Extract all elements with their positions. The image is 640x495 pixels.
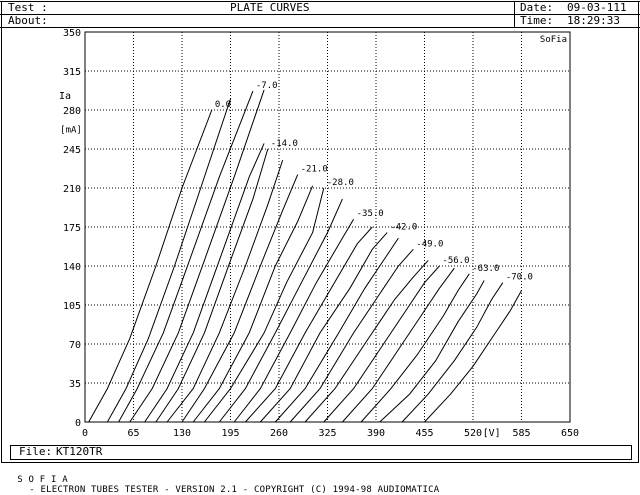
plate-curve <box>289 248 414 423</box>
header-date-divider <box>514 1 515 27</box>
frame-bottom-border <box>1 462 639 463</box>
footer: S O F I A - ELECTRON TUBES TESTER - VERS… <box>6 465 439 495</box>
plate-curve <box>379 280 485 423</box>
y-tick-label: 140 <box>63 262 81 273</box>
y-tick-label: 0 <box>75 418 81 429</box>
plate-curve <box>192 185 314 423</box>
plate-curve <box>233 218 355 423</box>
y-axis-unit: [mA] <box>60 125 82 135</box>
x-tick-label: 65 <box>127 428 139 439</box>
curve-label: -70.0 <box>506 273 533 283</box>
plot-frame <box>84 31 571 423</box>
curve-label: -28.0 <box>327 178 354 188</box>
header-left-border <box>1 1 2 27</box>
time-value: 18:29:33 <box>567 14 620 27</box>
x-tick-label: 650 <box>561 428 579 439</box>
plate-curve <box>166 159 284 423</box>
corner-label: SoFia <box>540 35 567 45</box>
x-tick-label: 195 <box>221 428 239 439</box>
plate-curve <box>144 143 265 423</box>
plate-curve <box>304 260 429 423</box>
y-tick-label: 350 <box>63 28 81 39</box>
plate-curves-chart: 0 35 70 105 140 175 210 245 280 315 350 0 65 130 195 26… <box>59 28 579 439</box>
plate-curve <box>88 109 213 423</box>
y-tick-label: 70 <box>69 340 81 351</box>
x-tick-label: 585 <box>512 428 530 439</box>
footer-text: - ELECTRON TUBES TESTER - VERSION 2.1 - … <box>29 485 440 495</box>
y-axis-label: Ia <box>59 91 71 102</box>
y-tick-label: 35 <box>69 379 81 390</box>
date-value: 09-03-111 <box>567 1 627 14</box>
curve-label: -56.0 <box>442 256 469 266</box>
plate-curve <box>360 273 470 423</box>
header-right-border <box>638 1 639 27</box>
file-box: File: KT120TR <box>10 445 632 460</box>
plate-curve <box>401 282 504 423</box>
test-label: Test : <box>8 1 48 14</box>
plate-curve <box>323 265 440 423</box>
curve-label: -49.0 <box>416 239 443 249</box>
x-tick-label: 260 <box>270 428 288 439</box>
curve-label: 0.0 <box>215 100 231 110</box>
frame-left-border <box>1 27 2 463</box>
plate-curve <box>259 232 388 423</box>
plate-curve <box>342 267 455 423</box>
header-bottom-border <box>0 27 640 28</box>
x-tick-label: 0 <box>82 428 88 439</box>
time-label: Time: <box>520 14 554 27</box>
curve-label: -21.0 <box>301 165 328 175</box>
header-divider <box>0 14 640 15</box>
about-label: About: <box>8 14 48 27</box>
plate-curve <box>274 237 399 423</box>
plate-curve <box>245 226 373 423</box>
plate-curve <box>106 98 231 423</box>
x-tick-label: 455 <box>415 428 433 439</box>
y-tick-label: 175 <box>63 223 81 234</box>
plate-curve <box>218 198 343 423</box>
plate-curve <box>129 89 265 423</box>
footer-brand: S O F I A <box>17 475 68 485</box>
curve-label: -7.0 <box>256 81 278 91</box>
plate-curve <box>204 187 325 423</box>
file-label: File: <box>19 445 53 458</box>
plate-curve <box>118 90 254 423</box>
x-tick-label: 520 <box>464 428 482 439</box>
y-tick-label: 315 <box>63 67 81 78</box>
page-title: PLATE CURVES <box>230 1 310 14</box>
frame-right-border <box>638 27 639 463</box>
plate-curve <box>181 174 299 423</box>
header-bar: Test : PLATE CURVES About: Date: 09-03-1… <box>0 0 640 28</box>
x-axis-unit: [V] <box>483 428 501 439</box>
curve-label: -42.0 <box>390 223 417 233</box>
curve-label: -63.0 <box>472 264 499 274</box>
plate-curve <box>424 290 522 423</box>
plate-curve <box>155 148 269 423</box>
curve-label: -35.0 <box>357 209 384 219</box>
x-tick-label: 390 <box>367 428 385 439</box>
x-tick-label: 130 <box>173 428 191 439</box>
header-top-border <box>0 1 640 2</box>
y-tick-label: 210 <box>63 184 81 195</box>
file-name: KT120TR <box>56 445 103 458</box>
y-tick-label: 280 <box>63 106 81 117</box>
x-tick-label: 325 <box>318 428 336 439</box>
y-tick-label: 245 <box>63 145 81 156</box>
y-tick-label: 105 <box>63 301 81 312</box>
date-label: Date: <box>520 1 554 14</box>
curve-label: -14.0 <box>271 139 298 149</box>
